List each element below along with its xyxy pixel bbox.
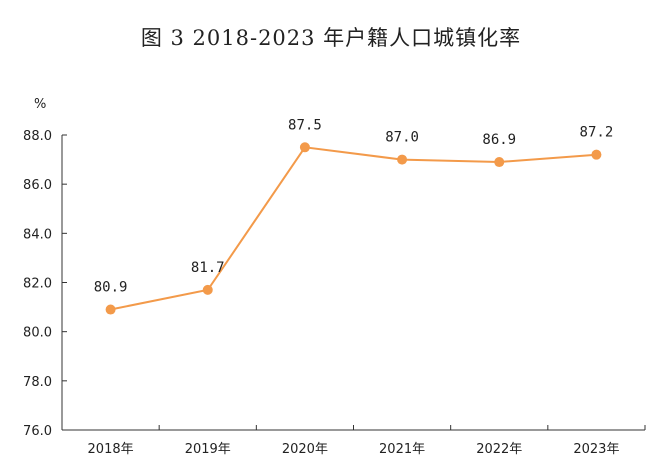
data-point xyxy=(299,142,310,153)
y-tick-label: 84.0 xyxy=(23,227,52,242)
data-label: 87.5 xyxy=(288,117,322,133)
x-tick-label: 2020年 xyxy=(282,442,328,457)
y-tick-label: 88.0 xyxy=(23,129,52,144)
data-point xyxy=(105,304,116,315)
data-label: 87.0 xyxy=(385,130,419,146)
data-labels: 80.9 81.7 87.5 87.0 86.9 87.2 xyxy=(94,117,614,295)
y-tick-label: 80.0 xyxy=(23,326,52,341)
x-tick-label: 2022年 xyxy=(476,442,522,457)
x-tick-label: 2018年 xyxy=(88,442,134,457)
data-points xyxy=(105,142,602,315)
chart-title: 图 3 2018-2023 年户籍人口城镇化率 xyxy=(140,26,522,50)
data-label: 81.7 xyxy=(191,260,225,276)
y-tick-label: 82.0 xyxy=(23,277,52,292)
x-tick-label: 2023年 xyxy=(573,442,619,457)
y-axis-ticks: 76.0 78.0 80.0 82.0 84.0 86.0 88.0 xyxy=(23,129,67,439)
data-label: 86.9 xyxy=(482,132,516,148)
x-axis-ticks: 2018年 2019年 2020年 2021年 2022年 2023年 xyxy=(61,425,646,457)
y-tick-label: 86.0 xyxy=(23,178,52,193)
y-tick-label: 78.0 xyxy=(23,375,52,390)
data-point xyxy=(591,149,602,160)
y-axis-unit: % xyxy=(34,97,46,112)
series-line-group xyxy=(110,146,597,311)
data-label: 80.9 xyxy=(94,280,128,296)
data-point xyxy=(397,154,408,165)
data-point xyxy=(202,284,213,295)
x-tick-label: 2019年 xyxy=(185,442,231,457)
data-point xyxy=(494,157,505,168)
x-tick-label: 2021年 xyxy=(379,442,425,457)
y-tick-label: 76.0 xyxy=(23,424,52,439)
data-label: 87.2 xyxy=(580,125,614,141)
series-line xyxy=(110,146,597,311)
axes xyxy=(61,135,645,431)
